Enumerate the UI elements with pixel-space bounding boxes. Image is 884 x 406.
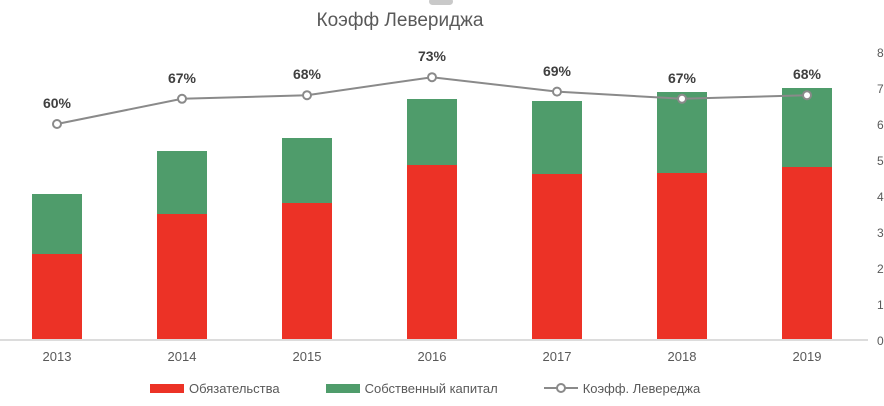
bar-segment-equity-2013[interactable] [32, 194, 82, 254]
x-axis-label-2017[interactable]: 2017 [542, 349, 572, 364]
equity-swatch-icon [325, 384, 360, 393]
y-axis-tick-label-4[interactable]: 4 [877, 190, 884, 204]
leverage-data-label-2019[interactable]: 68% [792, 66, 822, 83]
leverage-data-label-2014[interactable]: 67% [167, 69, 197, 86]
leverage-marker-2018[interactable] [677, 93, 687, 104]
selection-handle [429, 0, 453, 5]
y-axis-tick-label-1[interactable]: 1 [877, 298, 884, 312]
liabilities-swatch-icon [150, 384, 184, 393]
leverage-data-label-2015[interactable]: 68% [292, 66, 322, 83]
x-axis-line [0, 339, 868, 341]
legend-label-leverage: Коэфф. Левереджа [582, 381, 701, 396]
leverage-marker-2019[interactable] [802, 90, 812, 101]
leverage-data-label-2018[interactable]: 67% [667, 69, 697, 86]
leverage-marker-2016[interactable] [427, 72, 437, 83]
legend-item-liabilities[interactable]: Обязательства [150, 381, 280, 396]
x-axis-label-2019[interactable]: 2019 [792, 349, 822, 364]
bar-segment-equity-2014[interactable] [157, 151, 207, 214]
legend-item-leverage[interactable]: Коэфф. Левереджа [543, 381, 701, 396]
x-axis-label-2016[interactable]: 2016 [417, 349, 447, 364]
y-axis-tick-label-7[interactable]: 7 [877, 82, 884, 96]
bar-segment-liabilities-2015[interactable] [282, 203, 332, 340]
y-axis-tick-label-3[interactable]: 3 [877, 226, 884, 240]
bar-segment-equity-2019[interactable] [782, 88, 832, 168]
line-marker-icon [543, 383, 578, 394]
bar-segment-equity-2018[interactable] [657, 91, 707, 173]
bar-segment-liabilities-2019[interactable] [782, 167, 832, 340]
leverage-marker-2017[interactable] [552, 86, 562, 97]
bar-segment-liabilities-2017[interactable] [532, 174, 582, 340]
y-axis-tick-label-8[interactable]: 8 [877, 46, 884, 60]
legend-label-liabilities: Обязательства [189, 381, 280, 396]
legend-label-equity: Собственный капитал [364, 381, 498, 396]
bar-segment-liabilities-2013[interactable] [32, 253, 82, 340]
bar-segment-liabilities-2016[interactable] [407, 165, 457, 340]
bar-segment-equity-2015[interactable] [282, 138, 332, 204]
chart-title[interactable]: Коэфф Левериджа [316, 10, 484, 31]
bar-segment-equity-2016[interactable] [407, 98, 457, 166]
leverage-data-label-2016[interactable]: 73% [417, 48, 447, 65]
legend: Обязательства Собственный капитал Коэфф.… [150, 381, 700, 396]
legend-item-equity[interactable]: Собственный капитал [325, 381, 498, 396]
y-axis-tick-label-6[interactable]: 6 [877, 118, 884, 132]
y-axis-tick-label-0[interactable]: 0 [877, 334, 884, 348]
leverage-marker-2013[interactable] [52, 119, 62, 129]
x-axis-label-2013[interactable]: 2013 [42, 349, 72, 364]
y-axis-tick-label-5[interactable]: 5 [877, 154, 884, 168]
leverage-marker-2015[interactable] [302, 90, 312, 101]
x-axis-label-2015[interactable]: 2015 [292, 349, 322, 364]
bar-segment-liabilities-2014[interactable] [157, 214, 207, 340]
leverage-data-label-2017[interactable]: 69% [542, 62, 572, 79]
x-axis-label-2018[interactable]: 2018 [667, 349, 697, 364]
leverage-marker-2014[interactable] [177, 93, 187, 104]
y-axis-tick-label-2[interactable]: 2 [877, 262, 884, 276]
x-axis-label-2014[interactable]: 2014 [167, 349, 197, 364]
leverage-data-label-2013[interactable]: 60% [42, 95, 72, 111]
bar-segment-liabilities-2018[interactable] [657, 172, 707, 340]
bar-segment-equity-2017[interactable] [532, 100, 582, 175]
